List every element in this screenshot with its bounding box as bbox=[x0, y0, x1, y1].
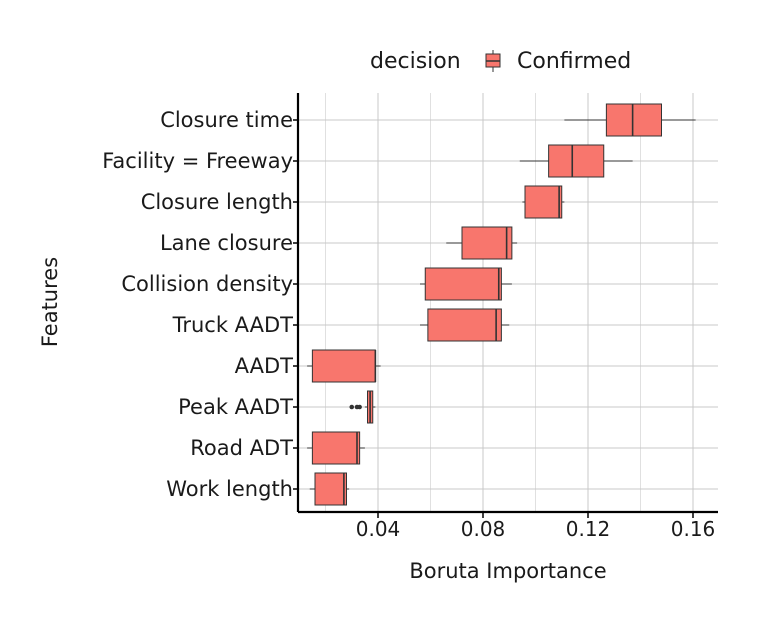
legend-key-icon bbox=[485, 50, 501, 72]
x-tick-label: 0.16 bbox=[671, 517, 716, 541]
y-category-label: Lane closure bbox=[160, 231, 293, 255]
y-category-label: Closure length bbox=[141, 190, 293, 214]
legend-title: decision bbox=[370, 49, 461, 74]
box-item bbox=[446, 226, 518, 260]
y-category-label: Truck AADT bbox=[172, 313, 294, 337]
y-category-label: Peak AADT bbox=[178, 395, 293, 419]
box-item bbox=[522, 185, 565, 219]
grid-layer bbox=[298, 93, 718, 512]
box-item bbox=[349, 390, 376, 424]
box-item bbox=[564, 103, 696, 137]
box-iqr bbox=[548, 144, 605, 178]
box-item bbox=[309, 472, 350, 506]
box-outlier bbox=[349, 404, 355, 410]
box-iqr bbox=[311, 431, 361, 465]
box-iqr bbox=[314, 472, 347, 506]
x-tick-label: 0.12 bbox=[566, 517, 611, 541]
box-iqr bbox=[311, 349, 376, 383]
box-iqr bbox=[427, 308, 502, 342]
box-iqr bbox=[461, 226, 513, 260]
box-item bbox=[307, 431, 365, 465]
box-layer bbox=[307, 103, 696, 506]
y-category-label: Work length bbox=[166, 477, 293, 501]
box-item bbox=[420, 308, 510, 342]
legend: decision Confirmed bbox=[370, 49, 631, 74]
box-item bbox=[307, 349, 381, 383]
x-tick-label: 0.04 bbox=[356, 517, 401, 541]
box-item bbox=[519, 144, 633, 178]
box-iqr bbox=[524, 185, 563, 219]
legend-label-confirmed: Confirmed bbox=[517, 49, 631, 74]
axis-layer bbox=[296, 93, 718, 514]
category-labels: Closure time Facility = Freeway Closure le… bbox=[102, 108, 298, 501]
y-category-label: Collision density bbox=[121, 272, 293, 296]
y-category-label: Road ADT bbox=[190, 436, 293, 460]
tick-layer: 0.04 0.08 0.12 0.16 bbox=[356, 512, 716, 541]
y-axis-title: Features bbox=[38, 257, 62, 347]
y-category-label: Closure time bbox=[160, 108, 293, 132]
box-item bbox=[420, 267, 512, 301]
box-outlier bbox=[357, 404, 362, 410]
box-iqr bbox=[424, 267, 502, 301]
x-axis-title: Boruta Importance bbox=[409, 559, 606, 583]
y-category-label: AADT bbox=[235, 354, 293, 378]
x-tick-label: 0.08 bbox=[461, 517, 506, 541]
box-iqr bbox=[605, 103, 662, 137]
y-category-label: Facility = Freeway bbox=[102, 149, 293, 173]
